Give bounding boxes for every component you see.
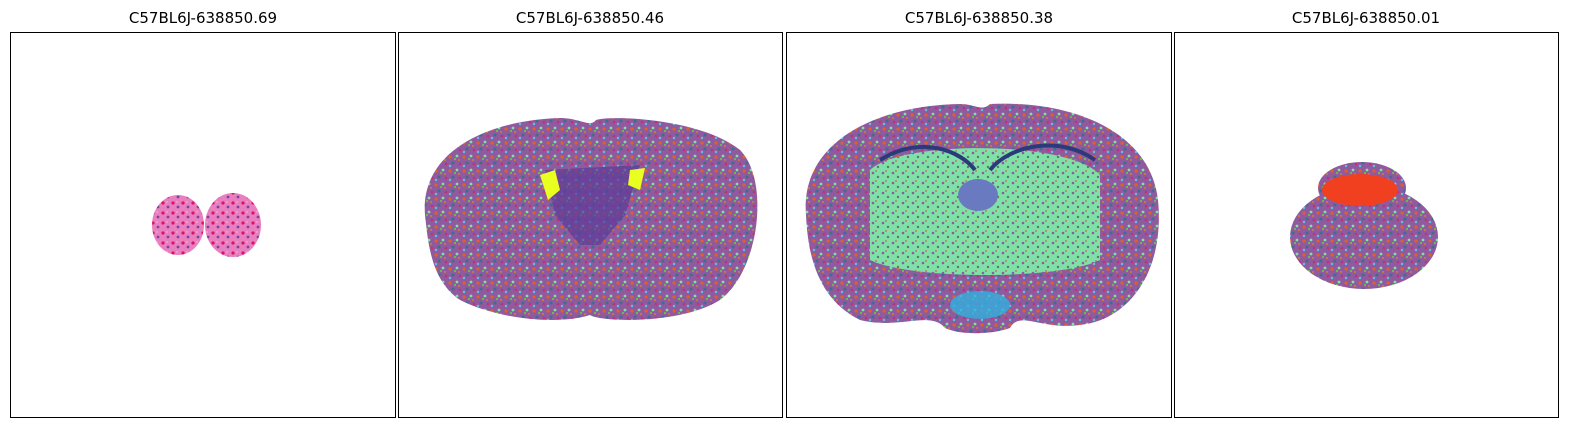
tissue-region [950, 291, 1010, 319]
tissue-section [1290, 185, 1438, 289]
panel-title: C57BL6J-638850.46 [516, 9, 664, 27]
panel: C57BL6J-638850.38 [786, 9, 1172, 418]
panel: C57BL6J-638850.69 [10, 9, 396, 418]
panel: C57BL6J-638850.46 [398, 9, 783, 418]
tissue-region [878, 143, 1097, 172]
tissue-region [540, 168, 645, 200]
tissue-region [1322, 174, 1398, 206]
panel-title: C57BL6J-638850.69 [129, 9, 277, 27]
tissue-region [958, 179, 998, 211]
tissue-region [870, 148, 1100, 275]
tissue-region [545, 165, 640, 245]
panel-title: C57BL6J-638850.01 [1292, 9, 1440, 27]
panel-title: C57BL6J-638850.38 [905, 9, 1053, 27]
tissue-section [152, 195, 204, 255]
panel: C57BL6J-638850.01 [1174, 9, 1559, 418]
tissue-section [205, 193, 261, 257]
panel-frame [1174, 32, 1559, 418]
